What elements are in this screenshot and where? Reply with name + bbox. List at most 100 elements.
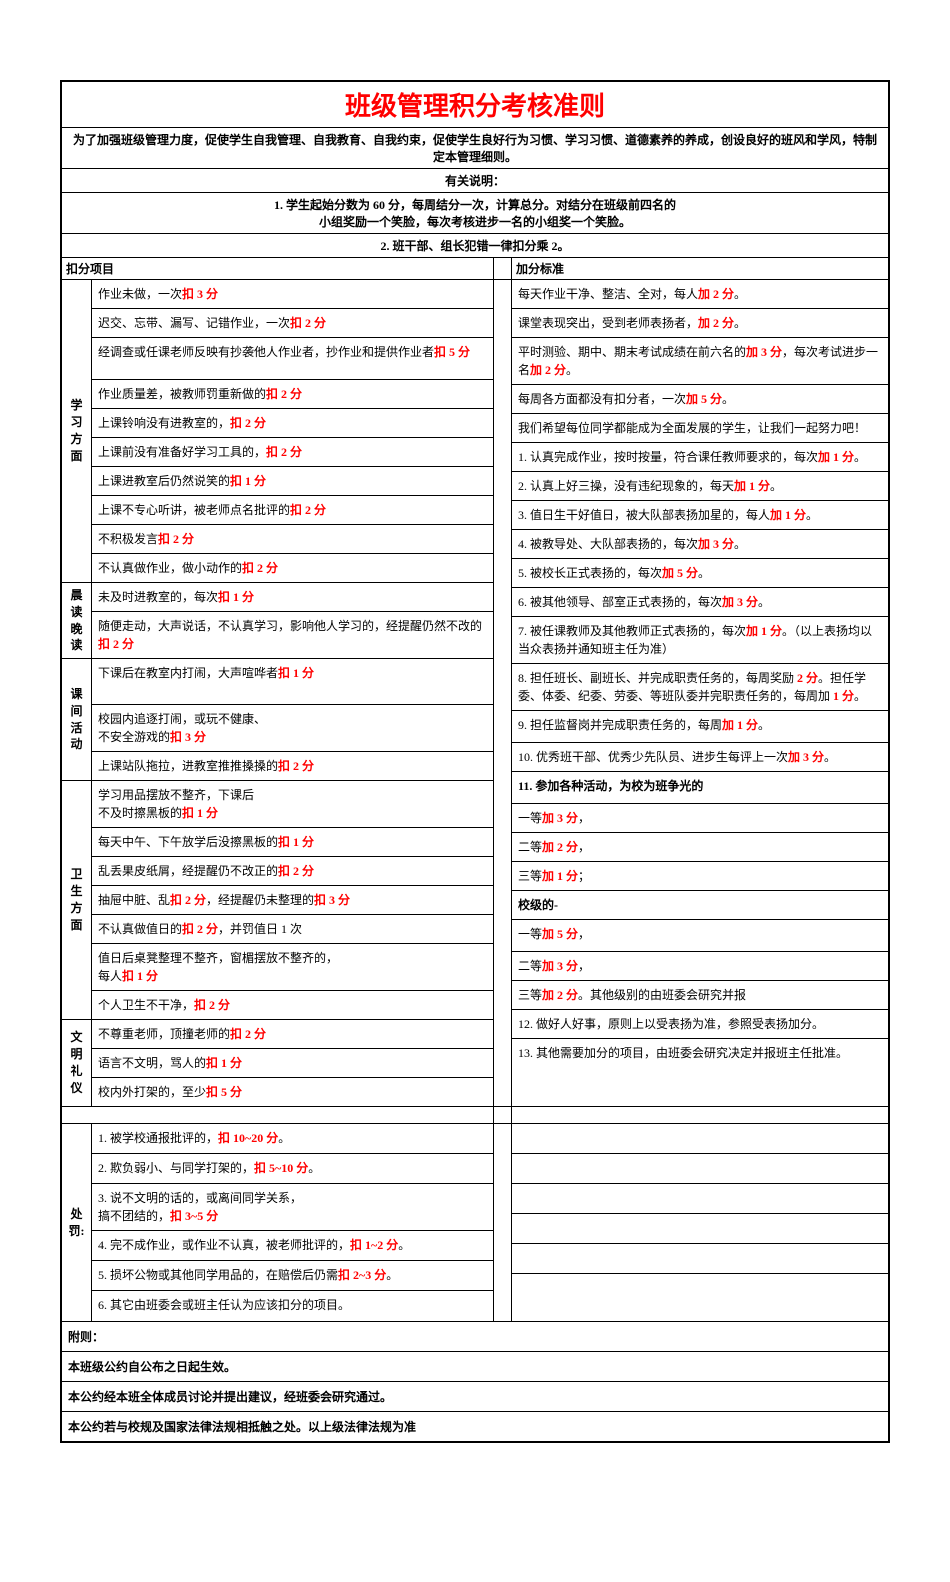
title: 班级管理积分考核准则: [345, 92, 605, 121]
bonus-cell: 一等加 5 分，: [512, 920, 888, 952]
deduction-cell: 个人卫生不干净，扣 2 分: [92, 991, 493, 1019]
deduction-cell: 不认真做值日的扣 2 分，并罚值日 1 次: [92, 915, 493, 944]
deduction-cell: 作业未做，一次扣 3 分: [92, 280, 493, 309]
section-label: 晨读晚读: [62, 583, 92, 658]
bonus-cell: 4. 被教导处、大队部表扬的，每次加 3 分。: [512, 530, 888, 559]
bonus-cell: 6. 被其他领导、部室正式表扬的，每次加 3 分。: [512, 588, 888, 617]
deduction-cell: 上课进教室后仍然说笑的扣 1 分: [92, 467, 493, 496]
bonus-cell: 平时测验、期中、期末考试成绩在前六名的加 3 分，每次考试进步一名加 2 分。: [512, 338, 888, 385]
deduction-cell: 迟交、忘带、漏写、记错作业，一次扣 2 分: [92, 309, 493, 338]
left-header: 扣分项目: [62, 258, 494, 279]
footer-3: 本公约若与校规及国家法律法规相抵触之处。以上级法律法规为准: [62, 1411, 888, 1441]
deduction-cell: 不尊重老师，顶撞老师的扣 2 分: [92, 1020, 493, 1049]
empty-cell: [512, 1154, 888, 1184]
bonus-cell: 课堂表现突出，受到老师表扬者，加 2 分。: [512, 309, 888, 338]
deduction-cell: 3. 说不文明的话的，或离间同学关系，搞不团结的，扣 3~5 分: [92, 1184, 493, 1231]
bonus-cell: 一等加 3 分，: [512, 804, 888, 833]
penalty-left: 处罚: 1. 被学校通报批评的，扣 10~20 分。2. 欺负弱小、与同学打架的…: [62, 1124, 494, 1321]
bonus-cell: 12. 做好人好事，原则上以受表扬为准，参照受表扬加分。: [512, 1010, 888, 1039]
penalty-label: 处罚:: [62, 1124, 92, 1321]
bonus-column: 每天作业干净、整洁、全对，每人加 2 分。课堂表现突出，受到老师表扬者，加 2 …: [512, 280, 888, 1106]
empty-cell: [512, 1214, 888, 1244]
bonus-cell: 3. 值日生干好值日，被大队部表扬加星的，每人加 1 分。: [512, 501, 888, 530]
deduction-cell: 2. 欺负弱小、与同学打架的，扣 5~10 分。: [92, 1154, 493, 1184]
deduction-cell: 4. 完不成作业，或作业不认真，被老师批评的，扣 1~2 分。: [92, 1231, 493, 1261]
deduction-cell: 作业质量差，被教师罚重新做的扣 2 分: [92, 380, 493, 409]
deduction-cell: 上课铃响没有进教室的，扣 2 分: [92, 409, 493, 438]
appendix-label: 附则：: [62, 1321, 888, 1351]
spacer-row: [62, 1106, 888, 1124]
bonus-cell: 1. 认真完成作业，按时按量，符合课任教师要求的，每次加 1 分。: [512, 443, 888, 472]
penalty-body: 1. 被学校通报批评的，扣 10~20 分。2. 欺负弱小、与同学打架的，扣 5…: [92, 1124, 493, 1321]
deduction-cell: 不积极发言扣 2 分: [92, 525, 493, 554]
bonus-cell: 8. 担任班长、副班长、并完成职责任务的，每周奖励 2 分。担任学委、体委、纪委…: [512, 664, 888, 711]
bonus-cell: 11. 参加各种活动，为校为班争光的: [512, 772, 888, 804]
penalty-grid: 处罚: 1. 被学校通报批评的，扣 10~20 分。2. 欺负弱小、与同学打架的…: [62, 1124, 888, 1321]
bonus-cell: 7. 被任课教师及其他教师正式表扬的，每次加 1 分。（以上表扬均以当众表扬并通…: [512, 617, 888, 664]
deduction-cell: 下课后在教室内打闹，大声喧哗者扣 1 分: [92, 659, 493, 705]
section-label: 卫生方面: [62, 781, 92, 1019]
footer-2: 本公约经本班全体成员讨论并提出建议，经班委会研究通过。: [62, 1381, 888, 1411]
deduction-cell: 值日后桌凳整理不整齐，窗楣摆放不整齐的，每人扣 1 分: [92, 944, 493, 991]
bonus-cell: 三等加 1 分；: [512, 862, 888, 891]
section-body: 不尊重老师，顶撞老师的扣 2 分语言不文明，骂人的扣 1 分校内外打架的，至少扣…: [92, 1020, 493, 1106]
empty-cell: [512, 1244, 888, 1274]
deduction-cell: 乱丢果皮纸屑，经提醒仍不改正的扣 2 分: [92, 857, 493, 886]
bonus-cell: 5. 被校长正式表扬的，每次加 5 分。: [512, 559, 888, 588]
bonus-cell: 9. 担任监督岗并完成职责任务的，每周加 1 分。: [512, 711, 888, 743]
deduction-cell: 抽屉中脏、乱扣 2 分，经提醒仍未整理的扣 3 分: [92, 886, 493, 915]
note-label: 有关说明：: [62, 169, 888, 193]
deduction-cell: 经调查或任课老师反映有抄袭他人作业者，抄作业和提供作业者扣 5 分: [92, 338, 493, 380]
section-label: 课间活动: [62, 659, 92, 780]
section-body: 下课后在教室内打闹，大声喧哗者扣 1 分校园内追逐打闹，或玩不健康、不安全游戏的…: [92, 659, 493, 780]
deduction-cell: 上课前没有准备好学习工具的，扣 2 分: [92, 438, 493, 467]
gap: [494, 258, 512, 279]
section-body: 学习用品摆放不整齐，下课后不及时擦黑板的扣 1 分每天中午、下午放学后没擦黑板的…: [92, 781, 493, 1019]
deduction-cell: 语言不文明，骂人的扣 1 分: [92, 1049, 493, 1078]
gap-column: [494, 280, 512, 1106]
bonus-cell: 二等加 3 分，: [512, 952, 888, 981]
bonus-cell: 每天作业干净、整洁、全对，每人加 2 分。: [512, 280, 888, 309]
empty-cell: [512, 1124, 888, 1154]
bonus-cell: 二等加 2 分，: [512, 833, 888, 862]
bonus-cell: 校级的-: [512, 891, 888, 920]
section: 卫生方面学习用品摆放不整齐，下课后不及时擦黑板的扣 1 分每天中午、下午放学后没…: [62, 781, 493, 1020]
deduction-cell: 未及时进教室的，每次扣 1 分: [92, 583, 493, 612]
deduction-cell: 5. 损坏公物或其他同学用品的，在赔偿后仍需扣 2~3 分。: [92, 1261, 493, 1291]
rule2: 2. 班干部、组长犯错一律扣分乘 2。: [62, 234, 888, 258]
bonus-cell: 10. 优秀班干部、优秀少先队员、进步生每评上一次加 3 分。: [512, 743, 888, 772]
deduction-cell: 上课不专心听讲，被老师点名批评的扣 2 分: [92, 496, 493, 525]
deduction-cell: 不认真做作业，做小动作的扣 2 分: [92, 554, 493, 582]
footer-1: 本班级公约自公布之日起生效。: [62, 1351, 888, 1381]
bonus-cell: 三等加 2 分。其他级别的由班委会研究并报: [512, 981, 888, 1010]
section: 晨读晚读未及时进教室的，每次扣 1 分随便走动，大声说话，不认真学习，影响他人学…: [62, 583, 493, 659]
deduction-cell: 学习用品摆放不整齐，下课后不及时擦黑板的扣 1 分: [92, 781, 493, 828]
right-header: 加分标准: [512, 258, 888, 279]
bonus-cell: 13. 其他需要加分的项目，由班委会研究决定并报班主任批准。: [512, 1039, 888, 1067]
section: 文明礼仪不尊重老师，顶撞老师的扣 2 分语言不文明，骂人的扣 1 分校内外打架的…: [62, 1020, 493, 1106]
section: 课间活动下课后在教室内打闹，大声喧哗者扣 1 分校园内追逐打闹，或玩不健康、不安…: [62, 659, 493, 781]
gap-column: [494, 1124, 512, 1321]
main-grid: 学习方面作业未做，一次扣 3 分迟交、忘带、漏写、记错作业，一次扣 2 分经调查…: [62, 280, 888, 1106]
section-body: 未及时进教室的，每次扣 1 分随便走动，大声说话，不认真学习，影响他人学习的，经…: [92, 583, 493, 658]
penalty-right-empty: [512, 1124, 888, 1321]
section: 学习方面作业未做，一次扣 3 分迟交、忘带、漏写、记错作业，一次扣 2 分经调查…: [62, 280, 493, 583]
deduction-cell: 每天中午、下午放学后没擦黑板的扣 1 分: [92, 828, 493, 857]
section-body: 作业未做，一次扣 3 分迟交、忘带、漏写、记错作业，一次扣 2 分经调查或任课老…: [92, 280, 493, 582]
bonus-cell: 我们希望每位同学都能成为全面发展的学生，让我们一起努力吧！: [512, 414, 888, 443]
deduction-column: 学习方面作业未做，一次扣 3 分迟交、忘带、漏写、记错作业，一次扣 2 分经调查…: [62, 280, 494, 1106]
empty-cell: [512, 1184, 888, 1214]
deduction-cell: 6. 其它由班委会或班主任认为应该扣分的项目。: [92, 1291, 493, 1321]
empty-cell: [512, 1274, 888, 1304]
deduction-cell: 1. 被学校通报批评的，扣 10~20 分。: [92, 1124, 493, 1154]
section-label: 学习方面: [62, 280, 92, 582]
rules-table: 班级管理积分考核准则 为了加强班级管理力度，促使学生自我管理、自我教育、自我约束…: [60, 80, 890, 1443]
bonus-cell: 每周各方面都没有扣分者，一次加 5 分。: [512, 385, 888, 414]
deduction-cell: 校内外打架的，至少扣 5 分: [92, 1078, 493, 1106]
deduction-cell: 上课站队拖拉，进教室推推搡搡的扣 2 分: [92, 752, 493, 780]
rule1a: 1. 学生起始分数为 60 分，每周结分一次，计算总分。对结分在班级前四名的: [274, 198, 676, 212]
deduction-cell: 校园内追逐打闹，或玩不健康、不安全游戏的扣 3 分: [92, 705, 493, 752]
bonus-cell: 2. 认真上好三操，没有违纪现象的，每天加 1 分。: [512, 472, 888, 501]
section-label: 文明礼仪: [62, 1020, 92, 1106]
rule1b: 小组奖励一个笑脸，每次考核进步一名的小组奖一个笑脸。: [319, 215, 631, 229]
